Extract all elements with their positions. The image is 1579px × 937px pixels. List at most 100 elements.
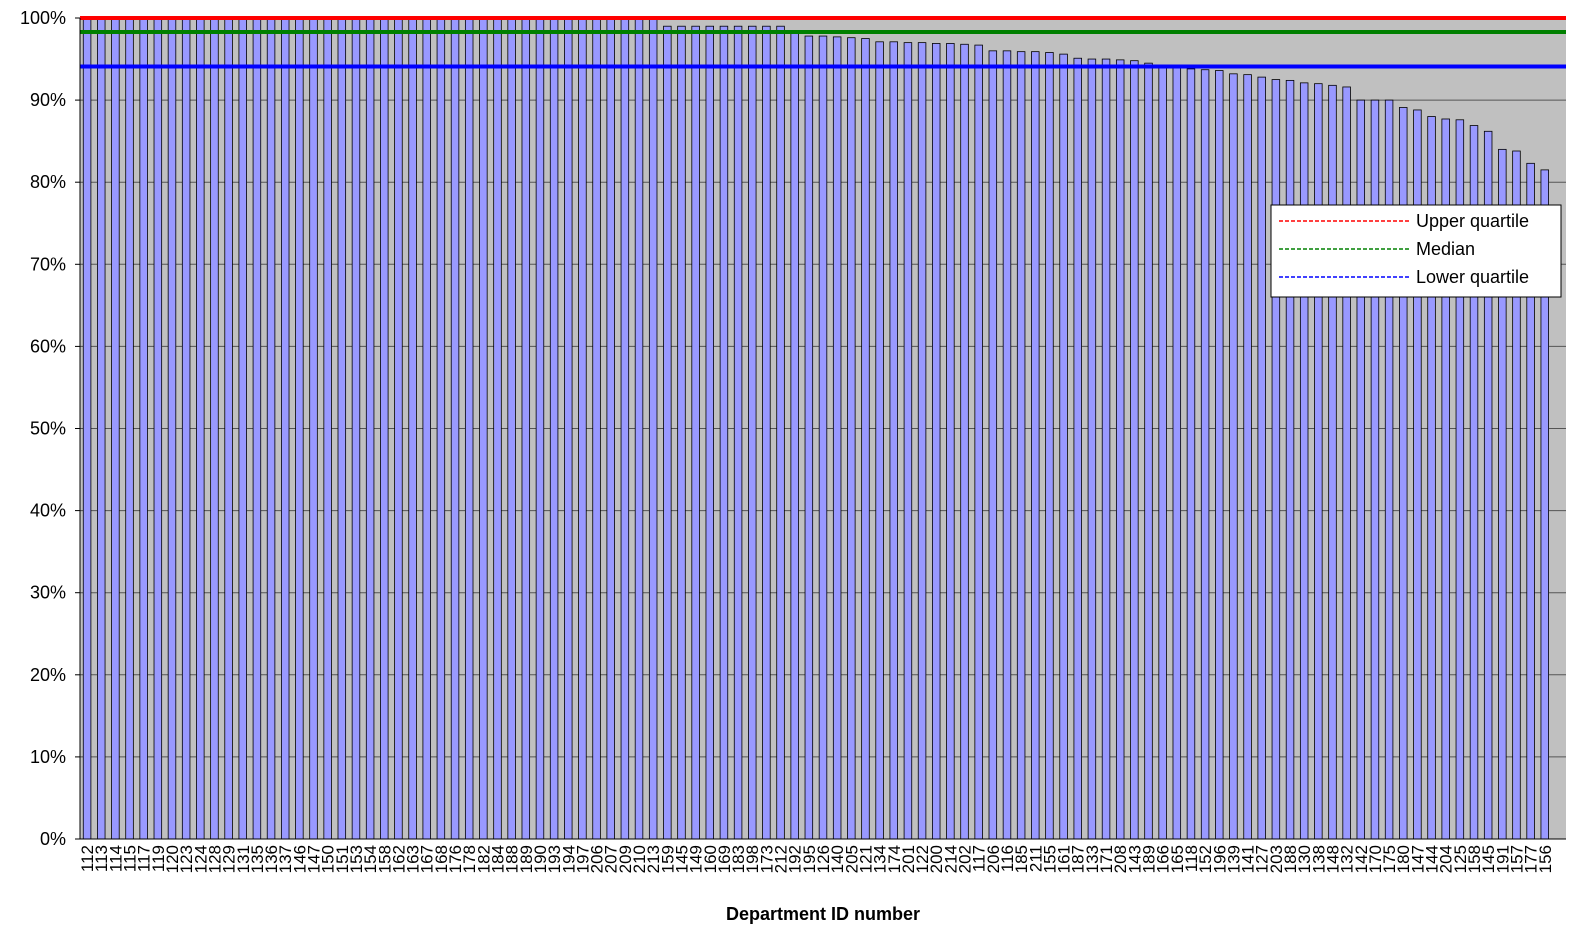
bar	[620, 17, 630, 840]
bar	[974, 44, 983, 840]
bar	[153, 17, 163, 840]
bar	[592, 17, 601, 840]
x-tick-label: 184	[488, 845, 507, 873]
x-tick-label: 205	[842, 845, 861, 873]
x-tick-label: 167	[418, 845, 437, 873]
bar	[507, 17, 516, 840]
x-tick-label: 214	[941, 845, 960, 873]
y-tick-label: 70%	[30, 254, 66, 274]
y-tick-label: 10%	[30, 747, 66, 767]
x-tick-label: 189	[517, 845, 536, 873]
x-tick-label: 182	[474, 845, 493, 873]
x-tick-label: 142	[1352, 845, 1371, 873]
y-tick-label: 50%	[30, 419, 66, 439]
x-tick-label: 192	[786, 845, 805, 873]
bar	[1271, 79, 1281, 840]
x-tick-label: 204	[1437, 845, 1456, 873]
bar	[889, 41, 898, 840]
x-tick-label: 129	[220, 845, 239, 873]
x-tick-label: 188	[503, 845, 522, 873]
bar	[351, 17, 361, 840]
x-tick-label: 160	[701, 845, 720, 873]
x-tick-label: 201	[899, 845, 918, 873]
x-tick-label: 146	[290, 845, 309, 873]
bar	[380, 17, 389, 840]
bar	[804, 35, 814, 840]
bar	[606, 17, 615, 840]
bar	[875, 41, 884, 840]
legend	[1270, 204, 1562, 298]
bar	[323, 17, 332, 840]
bar	[280, 17, 290, 840]
bar	[861, 38, 870, 840]
x-tick-label: 114	[106, 845, 125, 872]
x-tick-label: 145	[1479, 845, 1498, 873]
x-tick-label: 211	[1026, 845, 1045, 872]
bar	[677, 25, 686, 840]
x-tick-label: 163	[404, 845, 423, 873]
bar	[394, 17, 403, 840]
bar	[634, 17, 644, 840]
bar	[493, 17, 502, 840]
bar	[309, 17, 318, 840]
bar	[663, 25, 672, 840]
x-tick-label: 206	[984, 845, 1003, 873]
x-tick-label: 169	[715, 845, 734, 873]
x-tick-label: 189	[1140, 845, 1159, 873]
x-tick-label: 173	[757, 845, 776, 873]
bar	[295, 17, 304, 840]
y-tick-label: 40%	[30, 501, 66, 521]
x-tick-label: 119	[149, 845, 168, 872]
bar	[167, 17, 177, 840]
bar	[422, 17, 431, 840]
bar	[97, 17, 106, 840]
bar	[1257, 76, 1266, 840]
bar	[1016, 51, 1026, 840]
bar	[1285, 79, 1295, 840]
bar	[82, 17, 92, 840]
bar	[1314, 83, 1323, 840]
x-tick-label: 112	[78, 845, 97, 872]
bar	[818, 35, 828, 840]
x-tick-label: 116	[998, 845, 1017, 872]
x-tick-label: 183	[729, 845, 748, 873]
x-tick-label: 120	[163, 845, 182, 873]
x-tick-label: 171	[1097, 845, 1116, 873]
bar	[1087, 58, 1097, 840]
x-tick-label: 207	[602, 845, 621, 873]
x-tick-label: 158	[1465, 845, 1484, 873]
bar	[705, 25, 715, 840]
bar	[917, 42, 927, 840]
x-tick-label: 133	[1083, 845, 1102, 873]
x-tick-label: 135	[248, 845, 267, 873]
bar	[1200, 69, 1210, 840]
x-tick-label: 134	[871, 845, 890, 873]
bar	[648, 17, 658, 840]
x-tick-label: 126	[814, 845, 833, 873]
bar	[337, 17, 347, 840]
bar	[1130, 60, 1139, 840]
x-tick-label: 138	[1309, 845, 1328, 873]
bar	[1229, 73, 1238, 840]
bar	[946, 43, 955, 840]
x-tick-label: 203	[1267, 845, 1286, 873]
x-tick-label: 147	[1408, 845, 1427, 873]
bar	[224, 17, 233, 840]
bar	[521, 17, 531, 840]
x-tick-label: 137	[276, 845, 295, 873]
bar	[903, 42, 913, 840]
x-tick-label: 149	[687, 845, 706, 873]
x-tick-label: 213	[644, 845, 663, 873]
x-tick-label: 130	[1295, 845, 1314, 873]
x-tick-label: 206	[588, 845, 607, 873]
x-tick-label: 170	[1366, 845, 1385, 873]
x-tick-label: 208	[1111, 845, 1130, 873]
x-tick-label: 166	[1154, 845, 1173, 873]
bar	[450, 17, 460, 840]
x-tick-label: 159	[658, 845, 677, 873]
x-tick-label: 127	[1253, 845, 1272, 873]
bar	[1144, 62, 1153, 840]
bar	[1158, 66, 1167, 840]
x-tick-label: 177	[1522, 845, 1541, 873]
bar	[1045, 52, 1054, 840]
